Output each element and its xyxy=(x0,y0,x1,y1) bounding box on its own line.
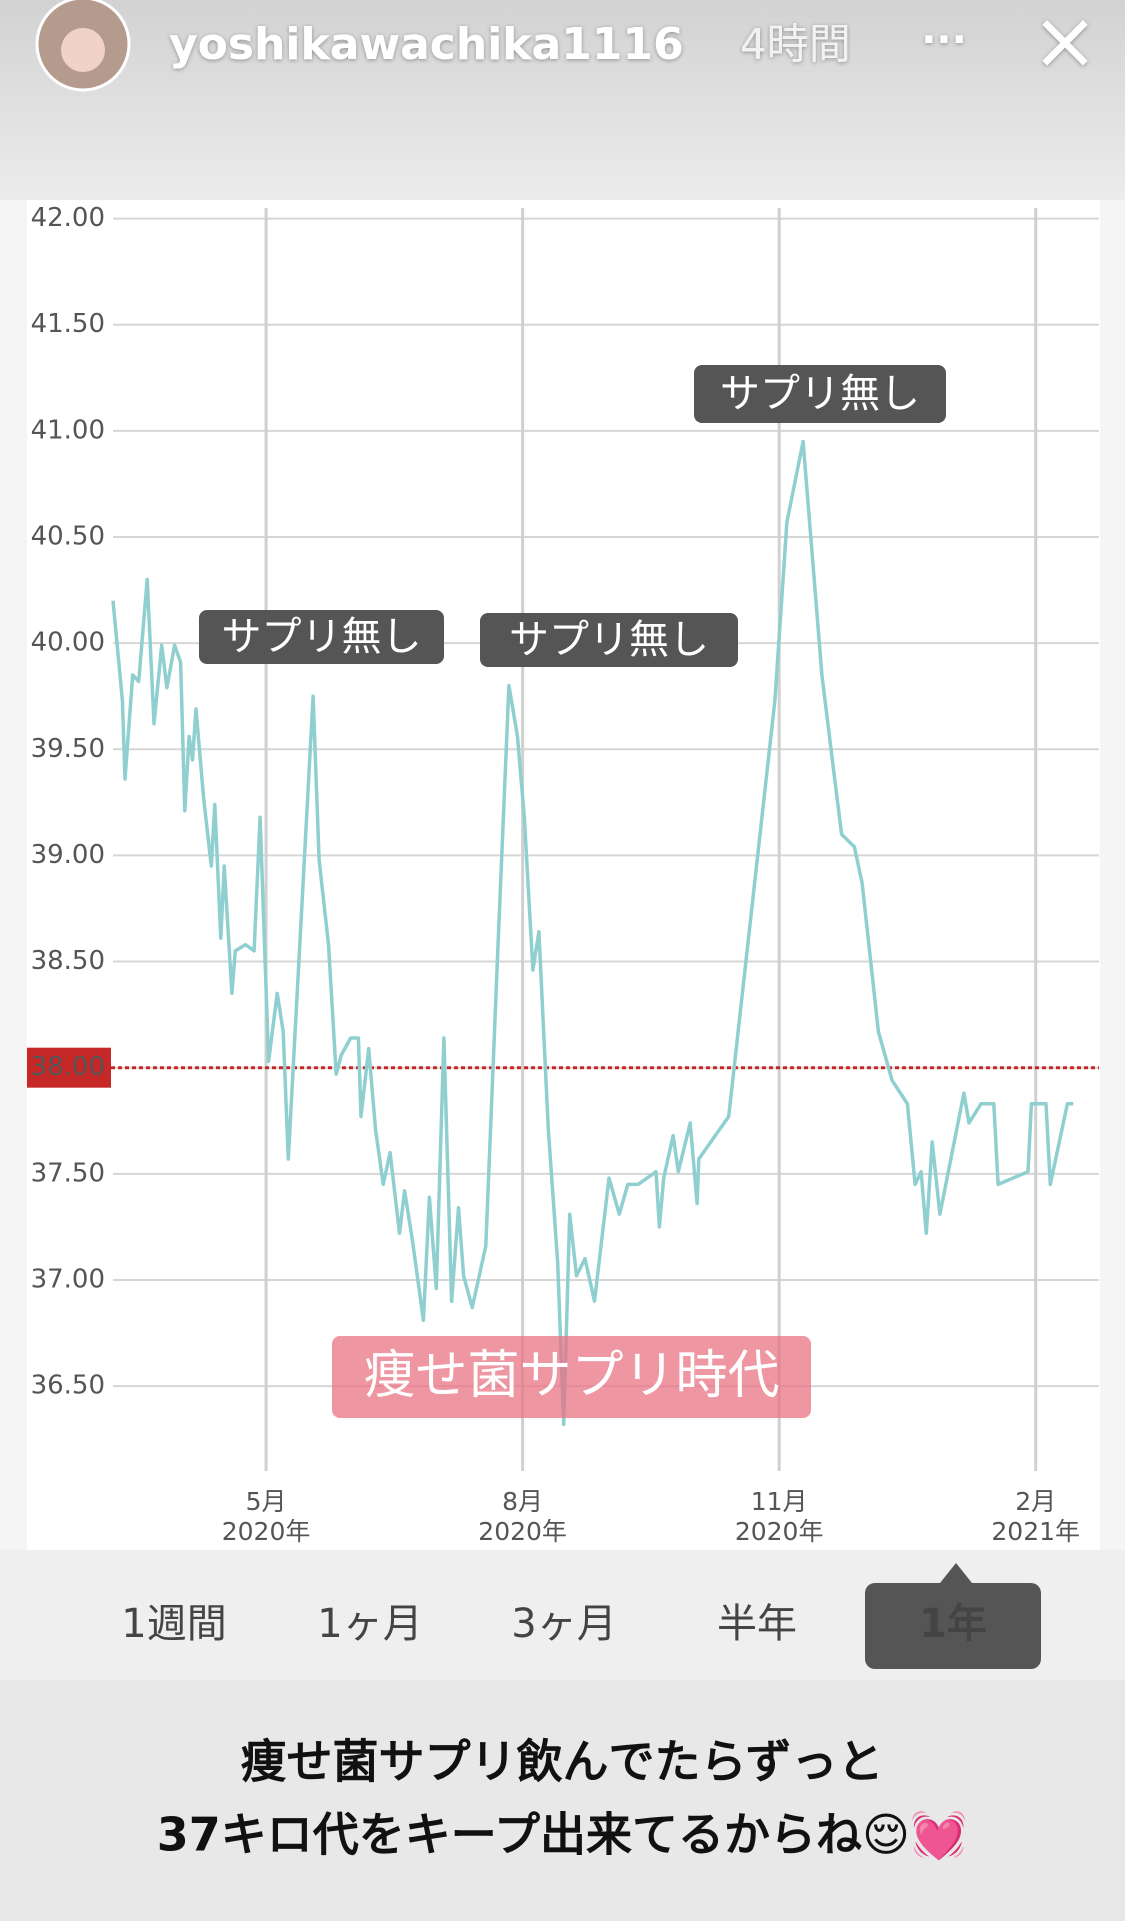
y-tick-label: 39.00 xyxy=(31,840,105,870)
annotation: サプリ無し xyxy=(509,617,709,663)
tab[interactable]: 1週間 xyxy=(121,1601,226,1647)
annotation-box xyxy=(332,1336,811,1418)
chart-panel xyxy=(27,200,1100,1550)
y-tick-label: 36.50 xyxy=(31,1371,105,1401)
x-tick-label: 2020年 xyxy=(735,1517,824,1546)
caption-line: 痩せ菌サプリ飲んでたらずっと xyxy=(240,1735,883,1789)
y-tick-label: 38.00 xyxy=(31,1052,105,1082)
y-tick-label: 40.50 xyxy=(31,522,105,552)
annotation: 痩せ菌サプリ時代 xyxy=(363,1346,779,1406)
x-tick-label: 2020年 xyxy=(222,1517,311,1546)
y-tick-label: 41.50 xyxy=(31,309,105,339)
tab[interactable]: 1ヶ月 xyxy=(317,1601,422,1647)
x-tick-label: 2月 xyxy=(1015,1487,1056,1516)
y-tick-label: 42.00 xyxy=(31,203,105,233)
tab-pointer xyxy=(940,1563,972,1583)
annotation-box xyxy=(480,613,738,667)
y-tick-label: 41.00 xyxy=(31,415,105,445)
x-tick-label: 5月 xyxy=(246,1487,287,1516)
x-tick-label: 2021年 xyxy=(991,1517,1080,1546)
tab-selected-bg xyxy=(865,1583,1041,1669)
y-tick-highlight xyxy=(27,1047,111,1088)
close-button[interactable]: × xyxy=(1031,0,1098,87)
tab[interactable]: 3ヶ月 xyxy=(511,1601,616,1647)
tab[interactable]: 半年 xyxy=(717,1601,797,1647)
y-tick-label: 37.50 xyxy=(31,1158,105,1188)
header-bg xyxy=(0,0,1125,200)
y-tick-label: 39.50 xyxy=(31,734,105,764)
avatar-face xyxy=(61,28,105,72)
annotation: サプリ無し xyxy=(222,614,422,660)
annotation: サプリ無し xyxy=(720,371,920,417)
chart: 42.00 41.50 41.00 40.50 40.00 39.50 39.00 38.50… xyxy=(27,203,1099,1546)
post-time: 4時間 xyxy=(740,20,851,69)
more-button[interactable]: ··· xyxy=(921,17,967,63)
annotation-box xyxy=(199,610,444,664)
caption-line: 37キロ代をキープ出来てるからね😌💓 xyxy=(157,1808,967,1862)
y-tick-label: 38.50 xyxy=(31,946,105,976)
x-tick-label: 8月 xyxy=(502,1487,543,1516)
x-tick-label: 2020年 xyxy=(478,1517,567,1546)
y-tick-label: 40.00 xyxy=(31,628,105,658)
tab[interactable]: 1年 xyxy=(919,1601,987,1647)
y-tick-label: 37.00 xyxy=(31,1264,105,1294)
username[interactable]: yoshikawachika1116 xyxy=(169,19,684,70)
x-tick-label: 11月 xyxy=(751,1487,808,1516)
weight-line xyxy=(111,439,1074,1427)
tabs: 1週間 1ヶ月 3ヶ月 半年 1年 xyxy=(121,1583,1041,1669)
annotation-box xyxy=(694,365,946,423)
